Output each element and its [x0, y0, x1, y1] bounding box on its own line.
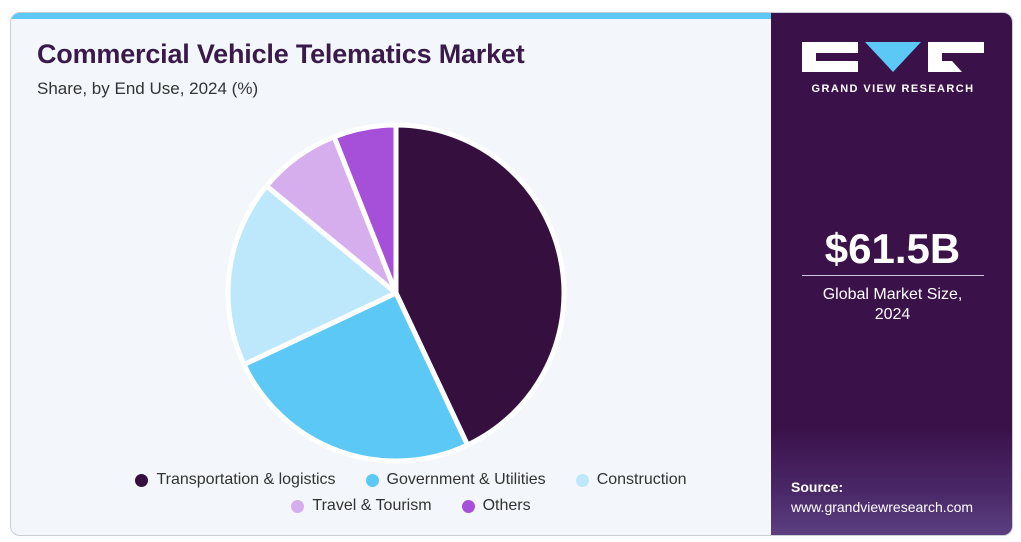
market-size-value: $61.5B	[824, 225, 961, 272]
legend-swatch	[135, 473, 149, 487]
accent-bar	[11, 13, 771, 19]
info-sidebar: GRAND VIEW RESEARCH $61.5B Global Market…	[771, 13, 1012, 535]
legend-item-transportation: Transportation & logistics	[135, 471, 336, 489]
market-label-line-1: Global Market Size,	[822, 286, 963, 303]
source-label: Source:	[791, 479, 844, 495]
legend-label: Transportation & logistics	[156, 471, 336, 488]
chart-title: Commercial Vehicle Telematics Market	[37, 39, 525, 69]
legend-label: Travel & Tourism	[312, 497, 432, 514]
chart-card: Commercial Vehicle Telematics Market Sha…	[10, 12, 1013, 536]
market-size-label: Global Market Size, 2024	[771, 285, 1012, 325]
pie-slice-0	[393, 122, 567, 448]
legend-label: Construction	[596, 471, 687, 488]
market-label-line-2: 2024	[874, 306, 911, 323]
legend-swatch	[461, 499, 475, 513]
legend-item-construction: Construction	[575, 471, 687, 489]
legend-swatch	[575, 473, 589, 487]
legend-item-government: Government & Utilities	[365, 471, 546, 489]
pie-slice-4	[331, 122, 399, 296]
legend-label: Others	[482, 497, 531, 514]
brand-logo-icon	[802, 42, 984, 72]
chart-subtitle: Share, by End Use, 2024 (%)	[37, 79, 259, 98]
pie-slice-2	[225, 183, 399, 368]
pie-chart	[225, 122, 567, 464]
legend-label: Government & Utilities	[386, 471, 546, 488]
divider	[802, 275, 984, 276]
sidebar-glow	[771, 427, 1012, 535]
legend-item-travel: Travel & Tourism	[291, 497, 432, 515]
legend-swatch	[365, 473, 379, 487]
legend-row-2: Travel & Tourism Others	[71, 497, 751, 515]
legend-row-1: Transportation & logistics Government & …	[71, 471, 751, 489]
source-link[interactable]: www.grandviewresearch.com	[791, 499, 974, 515]
brand-name: GRAND VIEW RESEARCH	[811, 83, 975, 95]
legend-swatch	[291, 499, 305, 513]
legend-item-others: Others	[461, 497, 531, 515]
pie-slice-1	[241, 290, 471, 464]
